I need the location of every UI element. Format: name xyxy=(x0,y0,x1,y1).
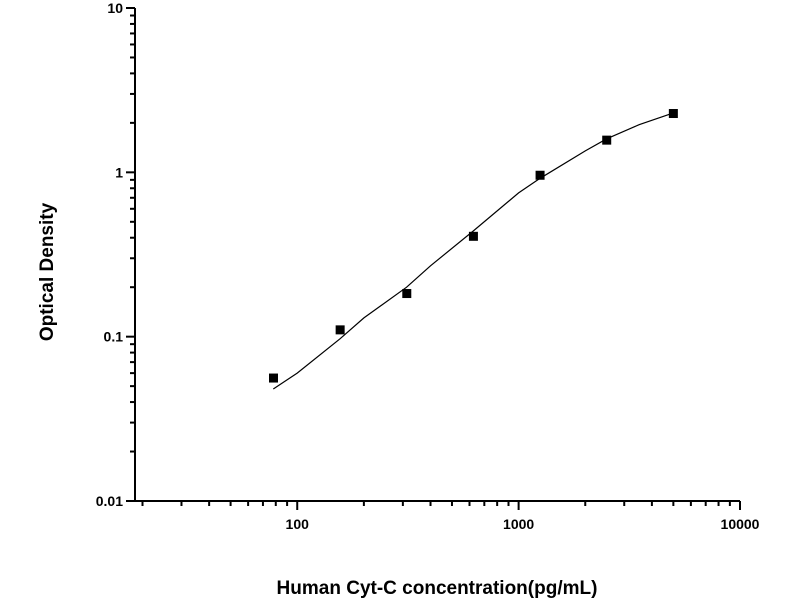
data-point xyxy=(402,289,412,299)
x-axis-label: Human Cyt-C concentration(pg/mL) xyxy=(277,578,598,599)
data-point xyxy=(468,231,478,241)
data-point xyxy=(602,135,612,145)
x-tick-label: 1000 xyxy=(503,516,534,532)
y-tick-label: 0.1 xyxy=(104,329,124,345)
data-point xyxy=(269,373,279,383)
y-tick-label: 1 xyxy=(115,164,123,180)
axes xyxy=(134,8,740,502)
x-tick-label: 10000 xyxy=(721,516,760,532)
y-tick-label: 0.01 xyxy=(96,493,123,509)
y-axis-label: Optical Density xyxy=(37,202,58,341)
fit-curve xyxy=(272,112,674,390)
marks xyxy=(269,109,678,390)
ticks: 100 1000 10000 0.01 0.1 1 10 xyxy=(96,0,760,532)
data-point xyxy=(335,325,345,335)
data-point xyxy=(535,170,545,180)
x-tick-label: 100 xyxy=(286,516,310,532)
data-point xyxy=(668,109,678,119)
y-tick-label: 10 xyxy=(107,0,123,16)
